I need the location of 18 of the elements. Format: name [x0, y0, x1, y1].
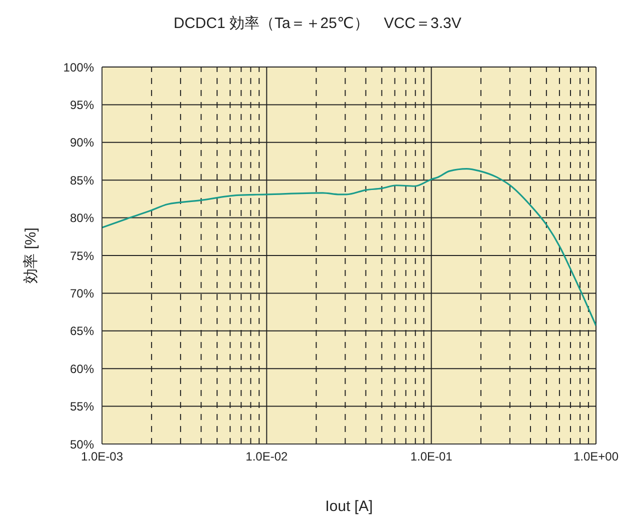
x-tick-label: 1.0E-01: [410, 450, 453, 464]
y-tick-label: 100%: [63, 60, 94, 74]
x-tick-label: 1.0E+00: [573, 450, 619, 464]
chart-title: DCDC1 効率（Ta＝＋25℃） VCC＝3.3V: [172, 14, 462, 33]
x-tick-label: 1.0E-03: [80, 450, 124, 464]
y-tick-label: 80%: [70, 211, 94, 226]
y-tick-label: 90%: [70, 136, 94, 150]
y-tick-label: 75%: [70, 248, 94, 263]
y-axis-title: 効率 [%]: [22, 228, 40, 284]
x-axis-title: Iout [A]: [325, 498, 373, 515]
y-tick-label: 95%: [70, 98, 94, 112]
y-tick-label: 50%: [70, 437, 94, 452]
x-tick-label: 1.0E-02: [246, 450, 288, 464]
y-tick-label: 55%: [70, 400, 94, 414]
y-tick-label: 85%: [70, 173, 94, 188]
y-tick-label: 70%: [70, 286, 94, 300]
y-tick-label: 65%: [70, 324, 94, 338]
y-tick-label: 60%: [70, 362, 94, 376]
